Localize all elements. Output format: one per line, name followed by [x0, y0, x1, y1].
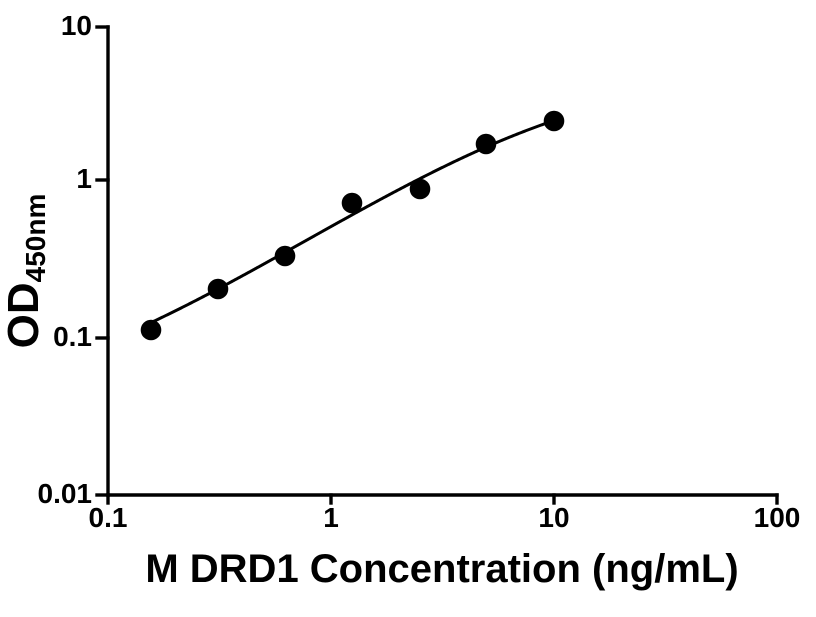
svg-text:1: 1 [76, 163, 92, 194]
svg-text:0.1: 0.1 [89, 502, 128, 533]
svg-text:100: 100 [754, 502, 801, 533]
svg-text:0.1: 0.1 [53, 321, 92, 352]
svg-text:10: 10 [61, 10, 92, 41]
svg-text:OD450nm: OD450nm [0, 194, 51, 349]
svg-text:M DRD1 Concentration (ng/mL): M DRD1 Concentration (ng/mL) [145, 547, 738, 591]
svg-text:10: 10 [538, 502, 569, 533]
svg-text:0.01: 0.01 [38, 478, 93, 509]
svg-text:1: 1 [323, 502, 339, 533]
